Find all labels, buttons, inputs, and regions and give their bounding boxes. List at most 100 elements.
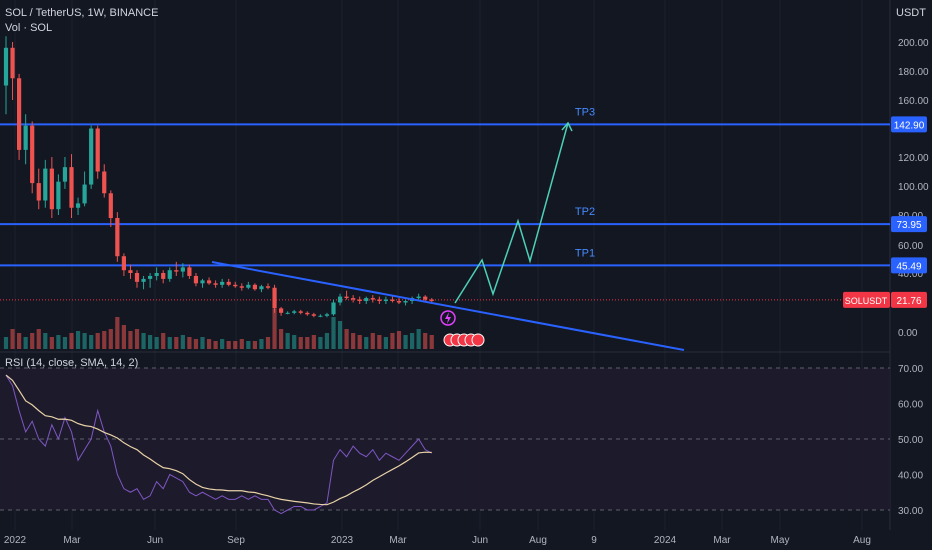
candle-body <box>187 267 192 276</box>
volume-label: Vol · SOL <box>5 22 52 34</box>
volume-bar <box>331 317 336 349</box>
time-tick-label: 2024 <box>654 535 677 546</box>
volume-bar <box>3 337 9 349</box>
candle-body <box>102 171 107 194</box>
flag-icons[interactable] <box>443 333 485 347</box>
candle-body <box>429 299 434 302</box>
candle-body <box>337 296 343 303</box>
candle-body <box>23 125 28 150</box>
volume-bar <box>10 329 15 349</box>
candle-body <box>285 312 290 314</box>
volume-bar <box>56 335 61 349</box>
volume-bars <box>3 309 434 349</box>
volume-bar <box>259 339 264 349</box>
volume-bar <box>272 309 277 349</box>
volume-bar <box>154 337 159 349</box>
candle-body <box>272 287 277 309</box>
volume-bar <box>324 333 330 349</box>
candle-body <box>265 286 271 288</box>
volume-bar <box>390 333 395 349</box>
candle-body <box>331 302 336 315</box>
candle-body <box>49 168 54 210</box>
candle-body <box>36 183 41 201</box>
candle-body <box>403 301 408 303</box>
candle-body <box>180 267 185 272</box>
current-price-tag-bg <box>891 291 927 308</box>
rsi-tick-label: 40.00 <box>898 471 923 482</box>
candle-body <box>396 301 402 303</box>
candle-body <box>279 308 284 313</box>
candle-body <box>239 286 244 288</box>
price-tag-label: 142.90 <box>894 120 925 131</box>
price-tag-bg <box>891 216 927 233</box>
volume-bar <box>429 335 434 349</box>
price-tick-label: 0.00 <box>898 328 918 339</box>
volume-bar <box>311 335 316 349</box>
volume-bar <box>187 337 192 349</box>
time-tick-label: Mar <box>713 535 731 546</box>
candle-body <box>30 125 35 184</box>
candle-body <box>233 284 238 287</box>
volume-bar <box>62 337 68 349</box>
candle-body <box>148 275 153 279</box>
time-tick-label: May <box>771 535 790 546</box>
candle-body <box>364 298 369 302</box>
volume-bar <box>95 333 100 349</box>
volume-bar <box>128 331 133 349</box>
descending-trendline[interactable] <box>211 261 685 351</box>
volume-bar <box>246 341 251 349</box>
volume-bar <box>141 333 146 349</box>
rsi-pane <box>0 367 890 515</box>
rsi-ma-line <box>5 374 432 506</box>
time-tick-label: Mar <box>389 535 407 546</box>
symbol-title: SOL / TetherUS, 1W, BINANCE <box>5 7 158 19</box>
volume-bar <box>148 335 153 349</box>
volume-bar <box>115 317 120 349</box>
level-label-tp3: TP3 <box>575 106 595 118</box>
candle-body <box>134 273 140 282</box>
rsi-tick-label: 60.00 <box>898 400 923 411</box>
price-tick-label: 120.00 <box>898 153 929 164</box>
candle-body <box>318 315 323 317</box>
volume-bar <box>337 321 343 349</box>
time-tick-label: Aug <box>529 535 547 546</box>
candle-body <box>311 314 316 316</box>
time-tick-label: Aug <box>853 535 871 546</box>
candle-body <box>174 270 179 272</box>
candle-body <box>351 298 356 300</box>
volume-bar <box>226 341 231 349</box>
price-tick-label: 160.00 <box>898 96 929 107</box>
volume-bar <box>102 331 107 349</box>
candle-body <box>167 270 172 279</box>
volume-bar <box>134 329 140 349</box>
time-tick-label: Jun <box>147 535 163 546</box>
projection-line[interactable] <box>454 122 569 304</box>
volume-bar <box>36 329 41 349</box>
lightning-icon[interactable] <box>440 310 456 326</box>
candle-body <box>69 167 74 208</box>
volume-bar <box>49 337 54 349</box>
level-label-tp1: TP1 <box>575 247 595 259</box>
rsi-tick-label: 30.00 <box>898 506 923 517</box>
price-tick-label: 180.00 <box>898 67 929 78</box>
candle-body <box>259 286 264 290</box>
candle-body <box>82 184 87 204</box>
volume-bar <box>265 337 271 349</box>
candle-body <box>220 281 225 285</box>
projection-path <box>454 121 573 304</box>
volume-bar <box>252 341 257 349</box>
time-tick-label: Sep <box>227 535 245 546</box>
volume-bar <box>279 329 284 349</box>
symbol-tag: SOLUSDT <box>845 296 888 306</box>
target-levels: TP3 TP2 TP1 <box>0 106 890 301</box>
rsi-line <box>5 374 432 515</box>
volume-bar <box>233 341 238 349</box>
price-tick-label: 40.00 <box>898 269 923 280</box>
candle-body <box>128 270 133 273</box>
volume-bar <box>305 337 310 349</box>
candle-body <box>56 181 61 210</box>
volume-bar <box>298 337 303 349</box>
currency-label: USDT <box>896 7 926 19</box>
candle-body <box>246 284 251 288</box>
price-tick-label: 60.00 <box>898 241 923 252</box>
